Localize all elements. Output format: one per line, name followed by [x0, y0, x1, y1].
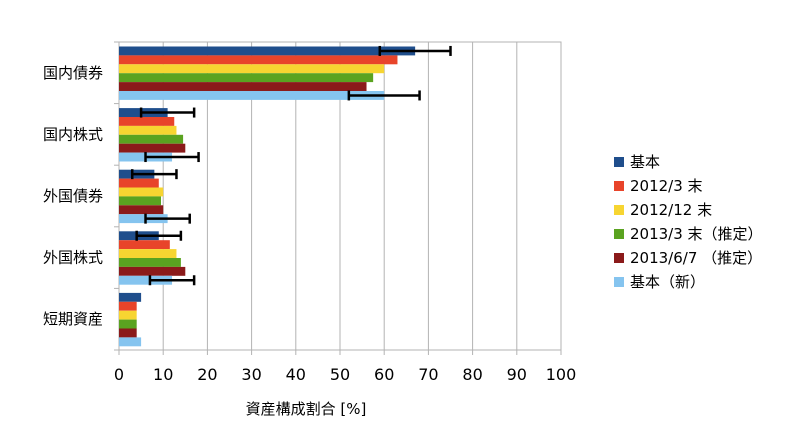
- x-tick-label: 40: [286, 365, 306, 384]
- bar: [119, 266, 186, 276]
- legend-swatch: [614, 277, 624, 287]
- legend-swatch: [614, 229, 624, 239]
- legend-label: 基本（新）: [630, 273, 705, 291]
- bar: [119, 134, 184, 144]
- legend-label: 2012/12 末: [630, 201, 712, 219]
- bar: [119, 117, 175, 126]
- category-label: 短期資産: [43, 310, 103, 328]
- bar: [119, 258, 181, 267]
- x-tick-label: 80: [462, 365, 482, 384]
- bar: [119, 205, 164, 215]
- x-tick-label: 70: [418, 365, 438, 384]
- x-axis-title: 資産構成割合 [%]: [246, 400, 367, 418]
- bar: [119, 55, 398, 65]
- legend-swatch: [614, 157, 624, 167]
- x-tick-label: 100: [546, 365, 577, 384]
- bar: [119, 178, 159, 188]
- bar: [119, 73, 374, 83]
- legend-label: 2012/3 末: [630, 177, 703, 195]
- x-tick-label: 0: [114, 365, 124, 384]
- bar: [119, 46, 416, 56]
- bar: [119, 249, 177, 258]
- bar: [119, 82, 367, 91]
- bar: [119, 310, 137, 320]
- x-tick-label: 10: [153, 365, 173, 384]
- legend-swatch: [614, 253, 624, 263]
- axes: [114, 41, 119, 351]
- x-tick-label: 50: [330, 365, 350, 384]
- category-label: 外国債券: [43, 187, 103, 205]
- bar: [119, 196, 161, 206]
- bar: [119, 328, 137, 338]
- labels: 0 10 20 30 40 50 60 70 80 90 100 国内債券国内株式外国債券外国株式短期…: [43, 64, 576, 384]
- category-label: 外国株式: [43, 249, 103, 267]
- bar: [119, 91, 385, 100]
- bar: [119, 125, 177, 135]
- legend-swatch: [614, 181, 624, 191]
- bar: [119, 319, 137, 329]
- bar: [119, 337, 142, 347]
- bar: [119, 292, 142, 302]
- x-tick-label: 20: [197, 365, 217, 384]
- category-label: 国内株式: [43, 125, 103, 143]
- legend-label: 2013/6/7 （推定）: [630, 249, 762, 267]
- category-label: 国内債券: [43, 64, 103, 82]
- bar: [119, 187, 164, 197]
- bar: [119, 301, 137, 311]
- bar: [119, 214, 168, 224]
- error-bars: [131, 45, 452, 286]
- bar: [119, 143, 186, 153]
- bar: [119, 240, 170, 250]
- legend-label: 2013/3 末（推定）: [630, 225, 763, 243]
- legend-swatch: [614, 205, 624, 215]
- bar: [119, 275, 173, 285]
- x-tick-label: 60: [374, 365, 394, 384]
- bar: [119, 64, 385, 74]
- x-tick-label: 30: [241, 365, 261, 384]
- x-tick-label: 90: [507, 365, 527, 384]
- legend: 基本 2012/3 末 2012/12 末 2013/3 末（推定） 2013/6/7 …: [614, 153, 763, 291]
- legend-label: 基本: [630, 153, 660, 171]
